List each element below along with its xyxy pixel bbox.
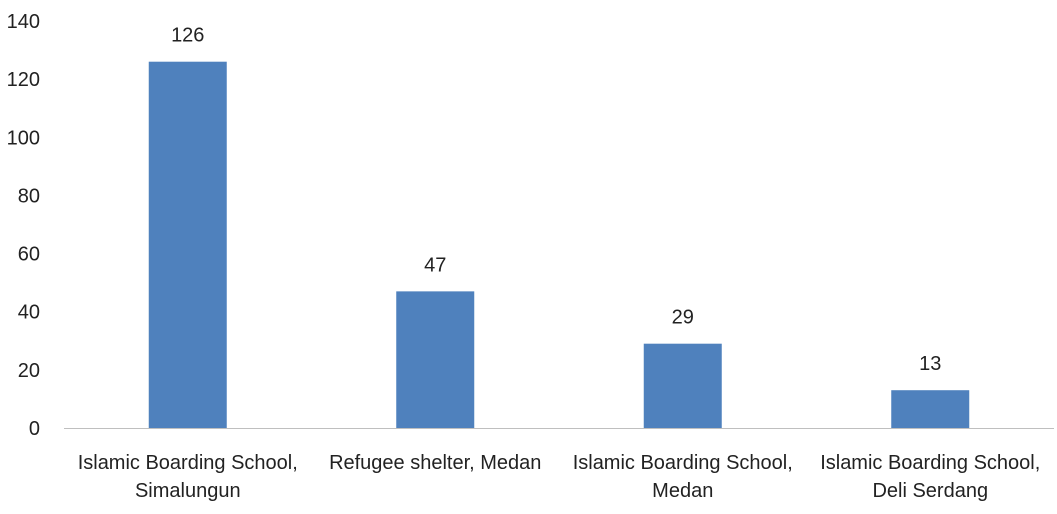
y-tick-label: 100	[7, 127, 40, 149]
data-label: 13	[919, 353, 941, 375]
y-tick-label: 20	[18, 360, 40, 382]
bar-series	[148, 61, 970, 428]
x-axis: Islamic Boarding School, Simalungun Refuge…	[78, 452, 1041, 502]
category-label: Refugee shelter, Medan	[329, 452, 541, 474]
category-label: Deli Serdang	[872, 480, 988, 502]
y-tick-label: 80	[18, 185, 40, 207]
y-tick-label: 60	[18, 244, 40, 266]
bar	[148, 61, 227, 428]
y-tick-label: 140	[7, 11, 40, 33]
category-label: Islamic Boarding School,	[820, 452, 1040, 474]
y-axis: 0 20 40 60 80 100 120 140	[7, 11, 40, 440]
category-label: Simalungun	[135, 480, 241, 502]
y-tick-label: 120	[7, 69, 40, 91]
y-tick-label: 0	[29, 418, 40, 440]
category-label: Medan	[652, 480, 713, 502]
bar	[891, 390, 970, 428]
data-label: 126	[171, 25, 204, 47]
category-label: Islamic Boarding School,	[573, 452, 793, 474]
bar	[396, 291, 475, 428]
bar	[643, 343, 722, 428]
data-label: 29	[672, 307, 694, 329]
category-label: Islamic Boarding School,	[78, 452, 298, 474]
y-tick-label: 40	[18, 302, 40, 324]
data-labels: 126 47 29 13	[171, 25, 941, 376]
data-label: 47	[424, 254, 446, 276]
